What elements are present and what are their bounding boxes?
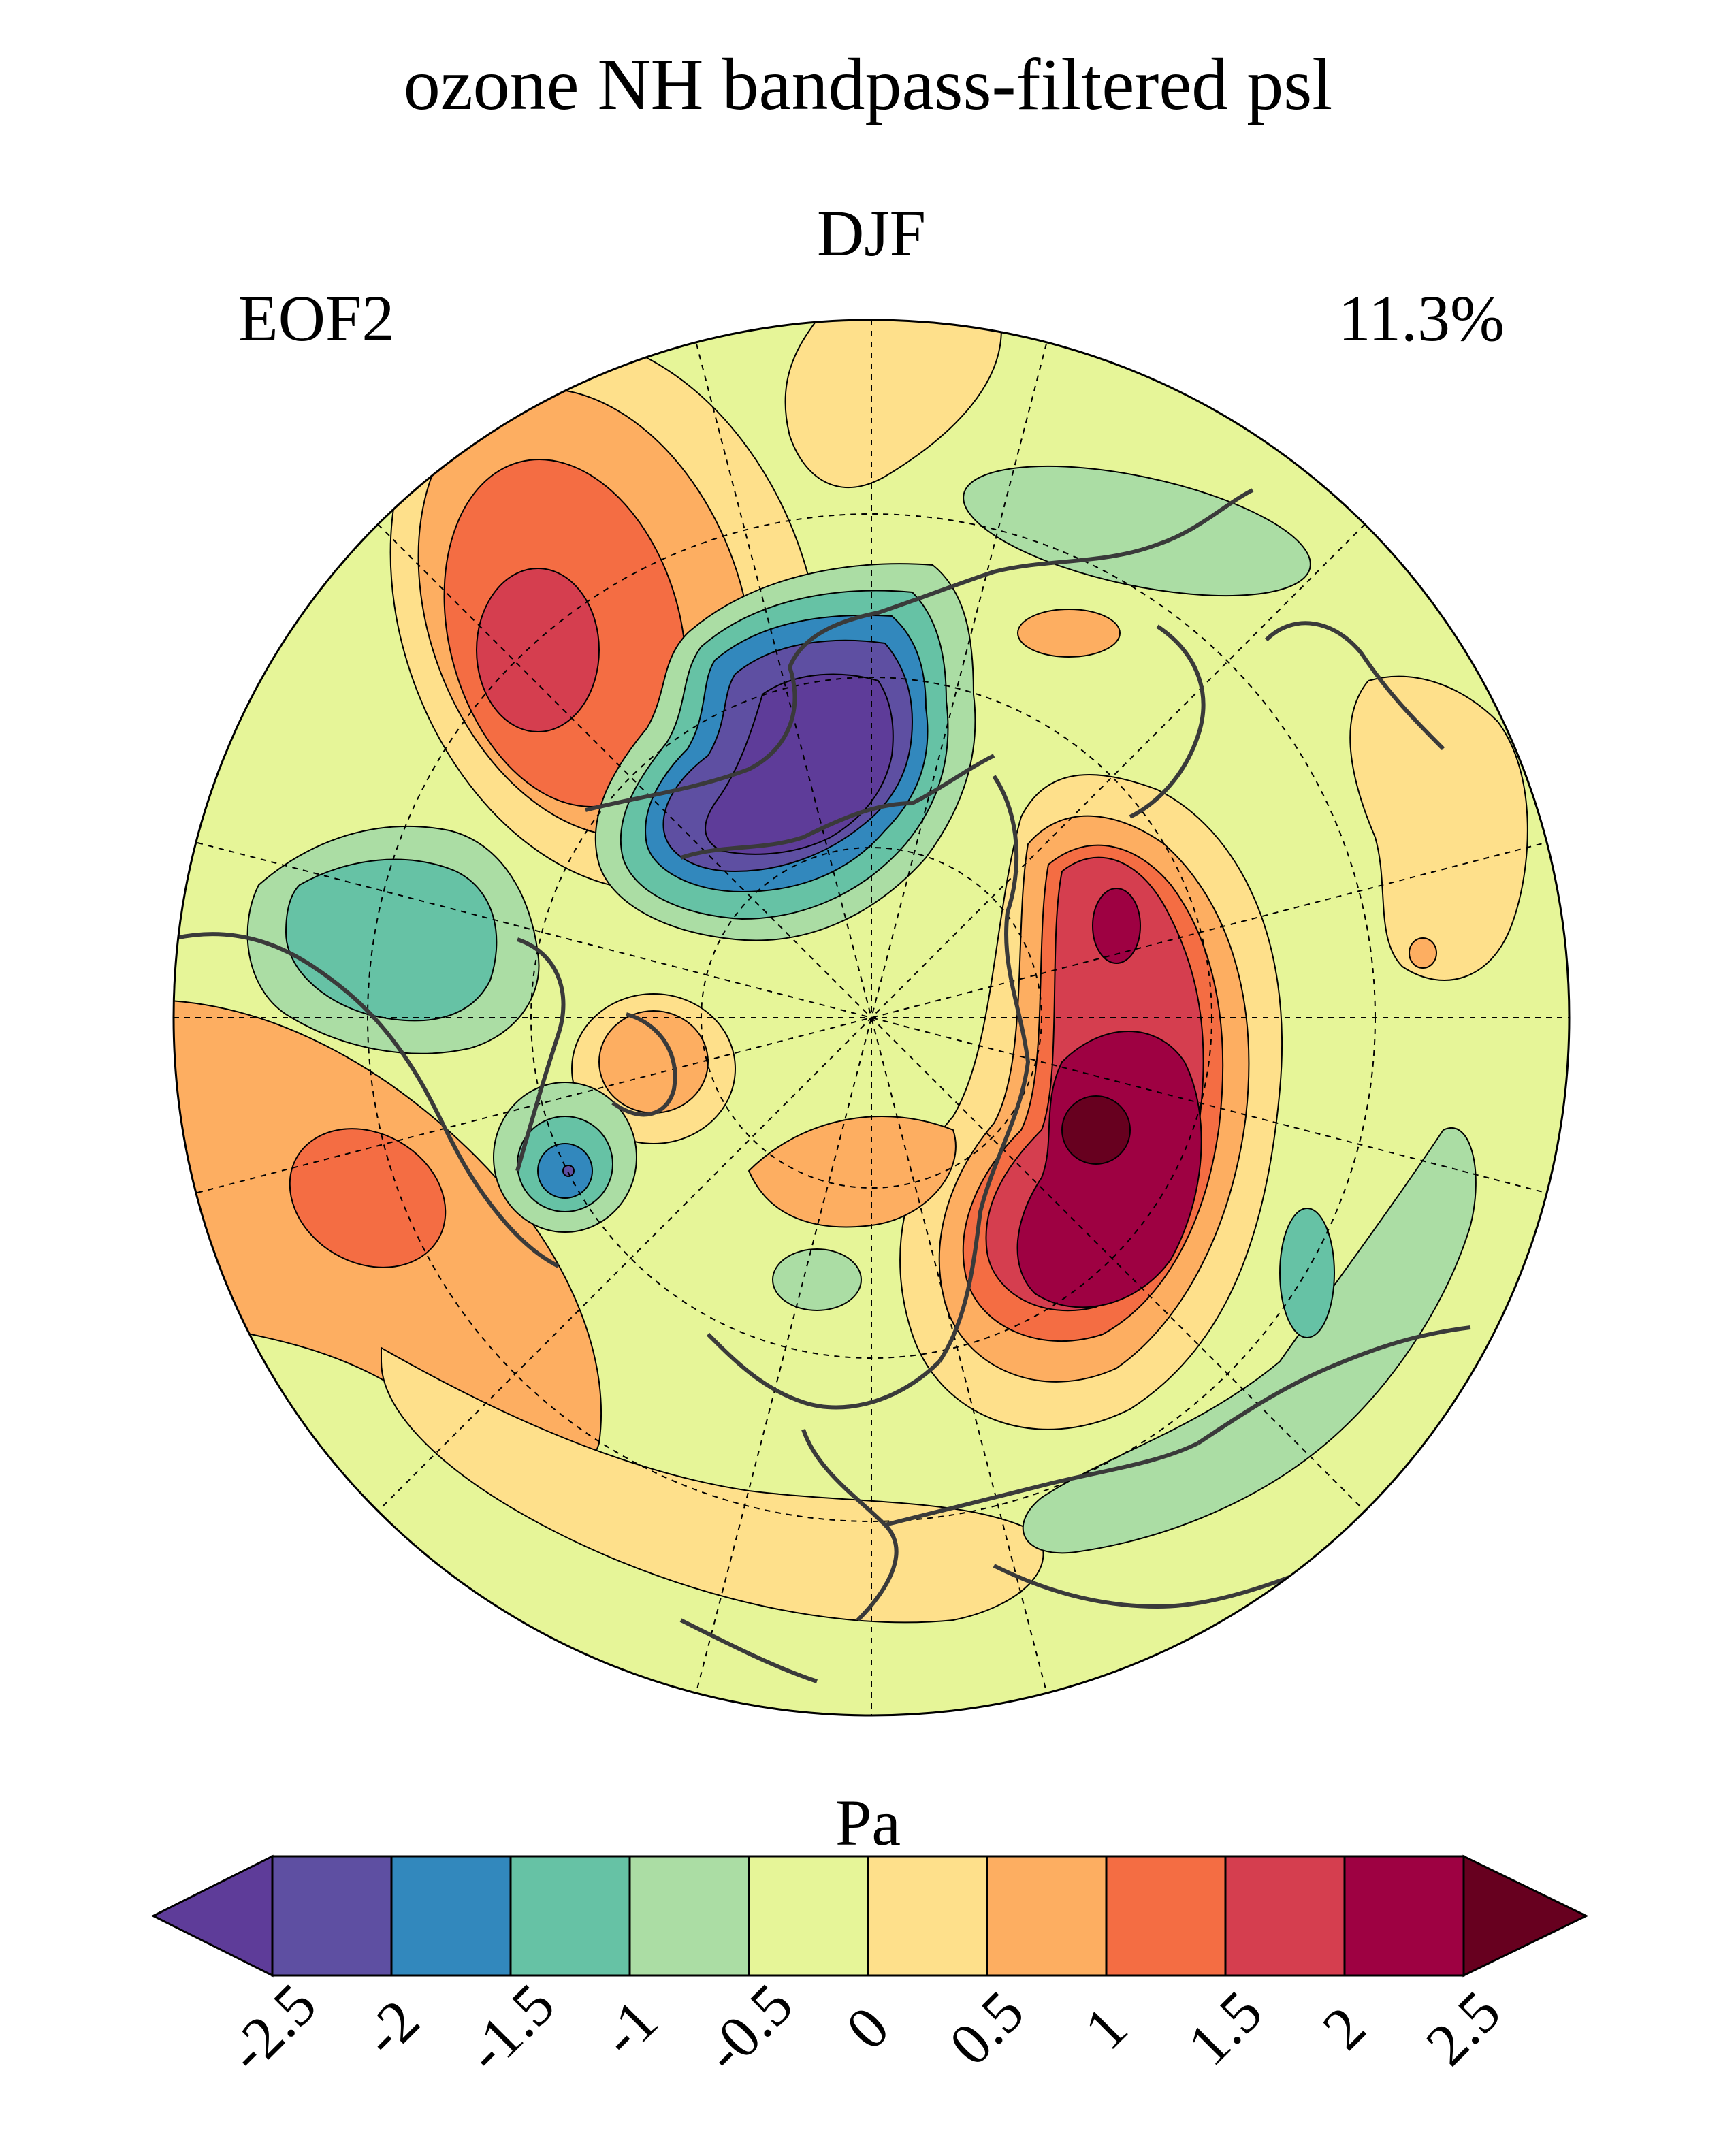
colorbar-bin — [1105, 1855, 1227, 1977]
neg-alaska-region — [246, 825, 540, 1054]
polar-map — [172, 319, 1571, 1717]
colorbar-tick-label: -2.5 — [215, 1971, 329, 2085]
colorbar-extend-high — [1462, 1854, 1589, 1978]
colorbar-bin — [390, 1855, 512, 1977]
colorbar-bin — [1224, 1855, 1346, 1977]
colorbar-tick-label: 2.5 — [1414, 1979, 1513, 2078]
pos-top-band — [784, 320, 1002, 489]
chart-subtitle: DJF — [817, 197, 926, 270]
colorbar-tick-label: 1 — [1072, 1995, 1140, 2063]
colorbar-tick-label: 2 — [1311, 1995, 1379, 2063]
colorbar-tick-label: -1 — [589, 1988, 671, 2069]
colorbar-bin — [1343, 1855, 1465, 1977]
colorbar-extend-low — [150, 1854, 274, 1978]
colorbar-bin — [271, 1855, 393, 1977]
neg-mediterranean-band — [1022, 1127, 1477, 1554]
map-boundary — [172, 319, 1571, 1717]
pos-east-siberia — [1017, 609, 1528, 981]
colorbar-bin — [986, 1855, 1108, 1977]
pos-atlantic-lobe — [174, 999, 602, 1475]
colorbar-tick-label: 0.5 — [937, 1979, 1037, 2078]
eof-label: EOF2 — [238, 282, 394, 355]
graticule — [174, 320, 1569, 1715]
colorbar-bin — [867, 1855, 988, 1977]
neg-labrador-small — [493, 1082, 637, 1233]
coastlines — [174, 488, 1471, 1683]
colorbar-bin — [509, 1855, 631, 1977]
colorbar-bin — [628, 1855, 750, 1977]
colorbar-tick-label: -0.5 — [692, 1971, 805, 2085]
colorbar-tick-label: -1.5 — [453, 1971, 567, 2085]
pos-max-center — [1061, 1095, 1131, 1165]
colorbar: -2.5 -2 -1.5 -1 -0.5 0 0.5 1 1.5 2 2.5 — [150, 1854, 1589, 2085]
colorbar-label: Pa — [835, 1786, 901, 1859]
chart-title: ozone NH bandpass-filtered psl — [404, 44, 1333, 125]
neg-europe-small — [772, 1248, 862, 1311]
variance-label: 11.3% — [1338, 282, 1505, 355]
pos-kamchatka-center — [899, 773, 1283, 1430]
neg-north-pacific-east — [963, 465, 1311, 597]
colorbar-tick-label: -2 — [351, 1988, 432, 2069]
colorbar-tick-label: 1.5 — [1176, 1979, 1275, 2078]
pos-arctic-europe — [748, 1116, 957, 1228]
neg-greenland-center — [594, 563, 976, 941]
colorbar-bin — [748, 1855, 869, 1977]
colorbar-tick-label: 0 — [834, 1995, 902, 2063]
